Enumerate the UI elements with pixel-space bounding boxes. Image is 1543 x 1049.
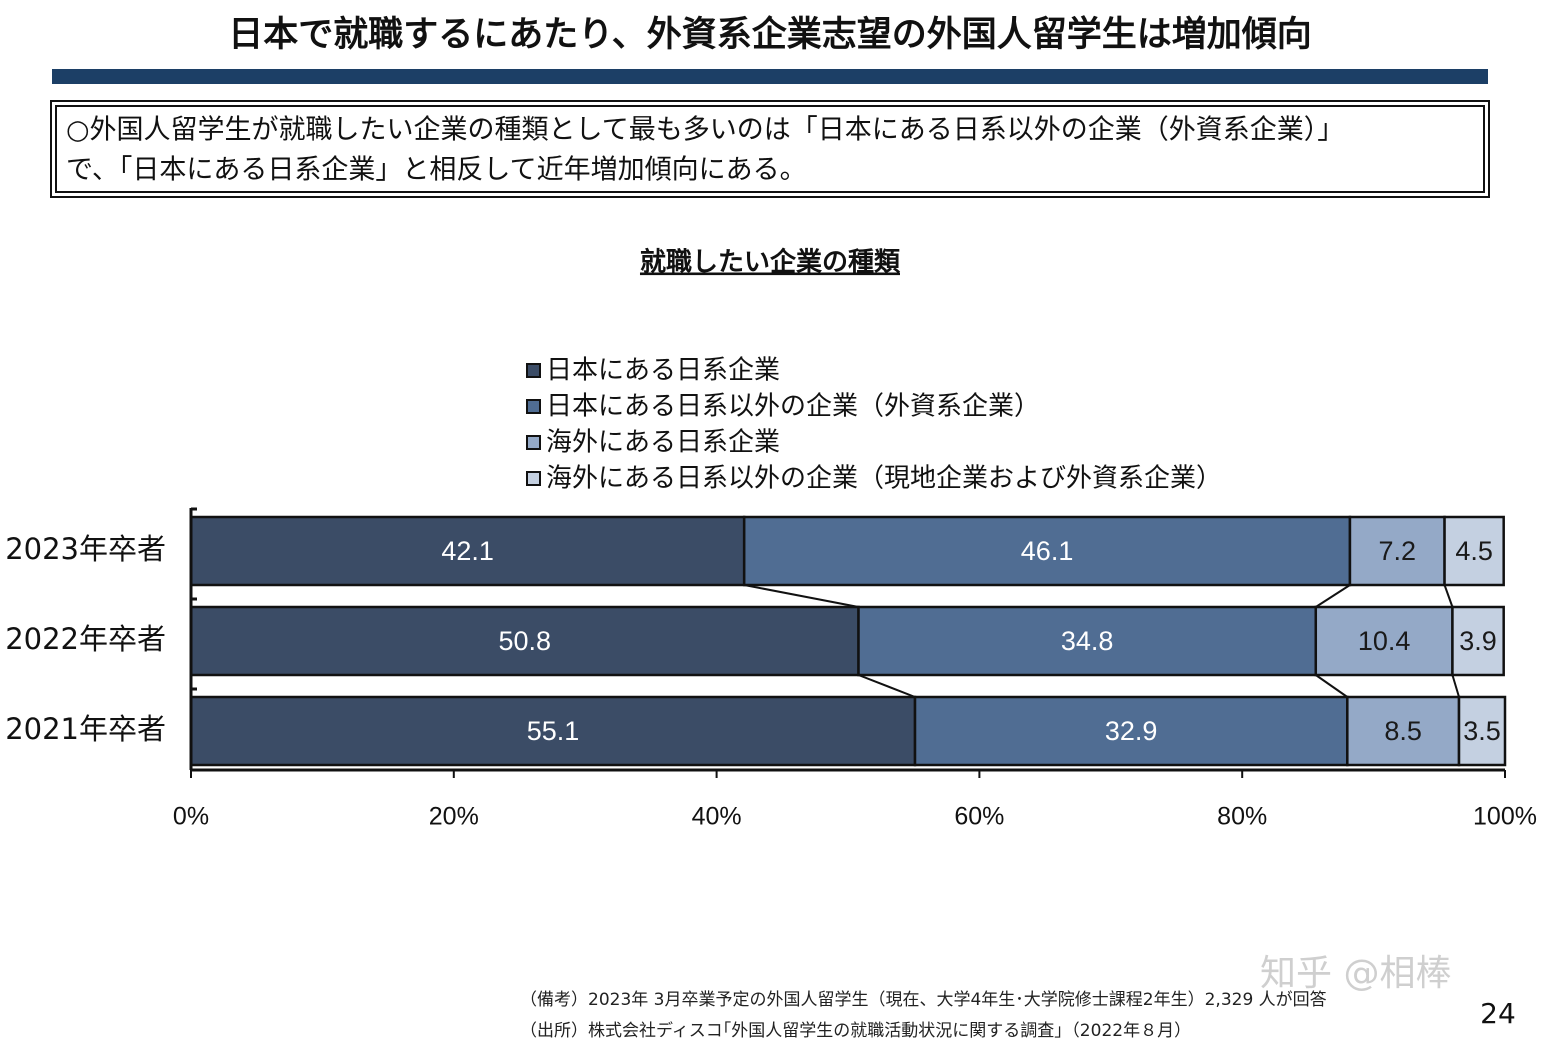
- value-label: 10.4: [1358, 626, 1411, 656]
- legend-label: 日本にある日系企業: [546, 356, 780, 386]
- legend-swatch: [526, 399, 541, 414]
- value-label: 34.8: [1061, 626, 1114, 656]
- x-tick-label: 20%: [429, 803, 479, 831]
- summary-box-inner: [55, 105, 1485, 193]
- value-label: 3.9: [1459, 626, 1497, 656]
- value-label: 42.1: [441, 536, 494, 566]
- watermark: 知乎 @相棒: [1260, 953, 1451, 994]
- legend-label: 海外にある日系以外の企業（現地企業および外資系企業）: [546, 464, 1222, 494]
- connector-line: [1315, 584, 1351, 608]
- connector-line: [1443, 584, 1454, 608]
- bar-segment: [1314, 605, 1454, 677]
- bar-segment: [1348, 515, 1446, 587]
- bar-segment: [742, 515, 1352, 587]
- y-tick-label: 2022年卒者: [5, 622, 166, 656]
- summary-line: ○外国人留学生が就職したい企業の種類として最も多いのは「日本にある日系以外の企業…: [66, 115, 1344, 146]
- title-bar: [52, 69, 1488, 84]
- legend-swatch: [526, 363, 541, 378]
- slide-title: 日本で就職するにあたり、外資系企業志望の外国人留学生は増加傾向: [228, 14, 1312, 55]
- bar-segment: [189, 695, 917, 767]
- y-tick-label: 2021年卒者: [5, 712, 166, 746]
- y-tick-label: 2023年卒者: [5, 532, 166, 566]
- value-label: 3.5: [1463, 716, 1501, 746]
- value-label: 46.1: [1021, 536, 1074, 566]
- value-label: 8.5: [1384, 716, 1422, 746]
- x-tick-label: 100%: [1473, 803, 1537, 831]
- x-tick-label: 60%: [954, 803, 1004, 831]
- summary-line: で、「日本にある日系企業」と相反して近年増加傾向にある。: [66, 155, 807, 186]
- source: （出所）株式会社ディスコ｢外国人留学生の就職活動状況に関する調査｣（2022年８…: [520, 1020, 1191, 1041]
- page-number: 24: [1480, 997, 1516, 1030]
- x-tick-label: 0%: [173, 803, 209, 831]
- bar-segment: [913, 695, 1349, 767]
- footnote: （備考）2023年 3月卒業予定の外国人留学生（現在、大学4年生･大学院修士課程…: [520, 990, 1327, 1010]
- legend-swatch: [526, 471, 541, 486]
- chart-title: 就職したい企業の種類: [640, 247, 901, 278]
- legend-label: 日本にある日系以外の企業（外資系企業）: [546, 392, 1040, 422]
- value-label: 4.5: [1455, 536, 1493, 566]
- legend-label: 海外にある日系企業: [546, 428, 780, 458]
- x-tick-label: 80%: [1217, 803, 1267, 831]
- x-tick-label: 40%: [692, 803, 742, 831]
- summary-box: [50, 100, 1490, 198]
- value-label: 32.9: [1105, 716, 1158, 746]
- bar-segment: [1457, 695, 1507, 767]
- connector-line: [1451, 674, 1460, 698]
- bar-segment: [1451, 605, 1505, 677]
- value-label: 50.8: [498, 626, 551, 656]
- value-label: 7.2: [1378, 536, 1416, 566]
- connector-line: [744, 584, 859, 608]
- connector-line: [1315, 674, 1348, 698]
- connector-line: [858, 674, 916, 698]
- bar-segment: [1346, 695, 1461, 767]
- legend-swatch: [526, 435, 541, 450]
- bar-segment: [1443, 515, 1505, 587]
- value-label: 55.1: [527, 716, 580, 746]
